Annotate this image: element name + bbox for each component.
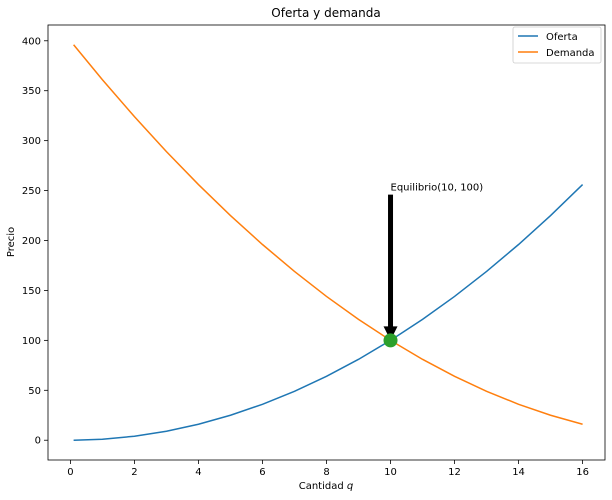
x-tick-label: 2 [131,467,137,478]
y-tick-label: 150 [22,286,41,297]
x-tick-label: 12 [448,467,461,478]
plot-area [48,25,605,460]
y-tick-label: 400 [22,36,41,47]
legend-label-demanda: Demanda [546,48,595,59]
y-tick-label: 100 [22,336,41,347]
y-tick-label: 0 [35,436,41,447]
y-tick-label: 250 [22,186,41,197]
chart-title: Oferta y demanda [271,6,380,20]
x-tick-label: 14 [512,467,525,478]
legend: Oferta Demanda [512,26,602,64]
equilibrium-point [383,333,398,348]
x-axis-label: Cantidad q [299,481,354,492]
y-tick-label: 350 [22,86,41,97]
series-line-demanda [73,44,583,425]
y-tick-label: 200 [22,236,41,247]
y-axis-label: Precio [6,227,17,257]
series-line-oferta [73,184,584,441]
legend-label-oferta: Oferta [546,32,578,43]
y-tick-label: 50 [28,386,41,397]
x-tick-label: 6 [259,467,265,478]
y-tick-label: 300 [22,136,41,147]
x-tick-label: 16 [576,467,589,478]
x-tick-label: 0 [67,467,73,478]
annotation-label: Equilibrio(10, 100) [391,183,484,194]
x-tick-label: 4 [195,467,201,478]
x-tick-label: 10 [384,467,397,478]
x-tick-label: 8 [323,467,329,478]
